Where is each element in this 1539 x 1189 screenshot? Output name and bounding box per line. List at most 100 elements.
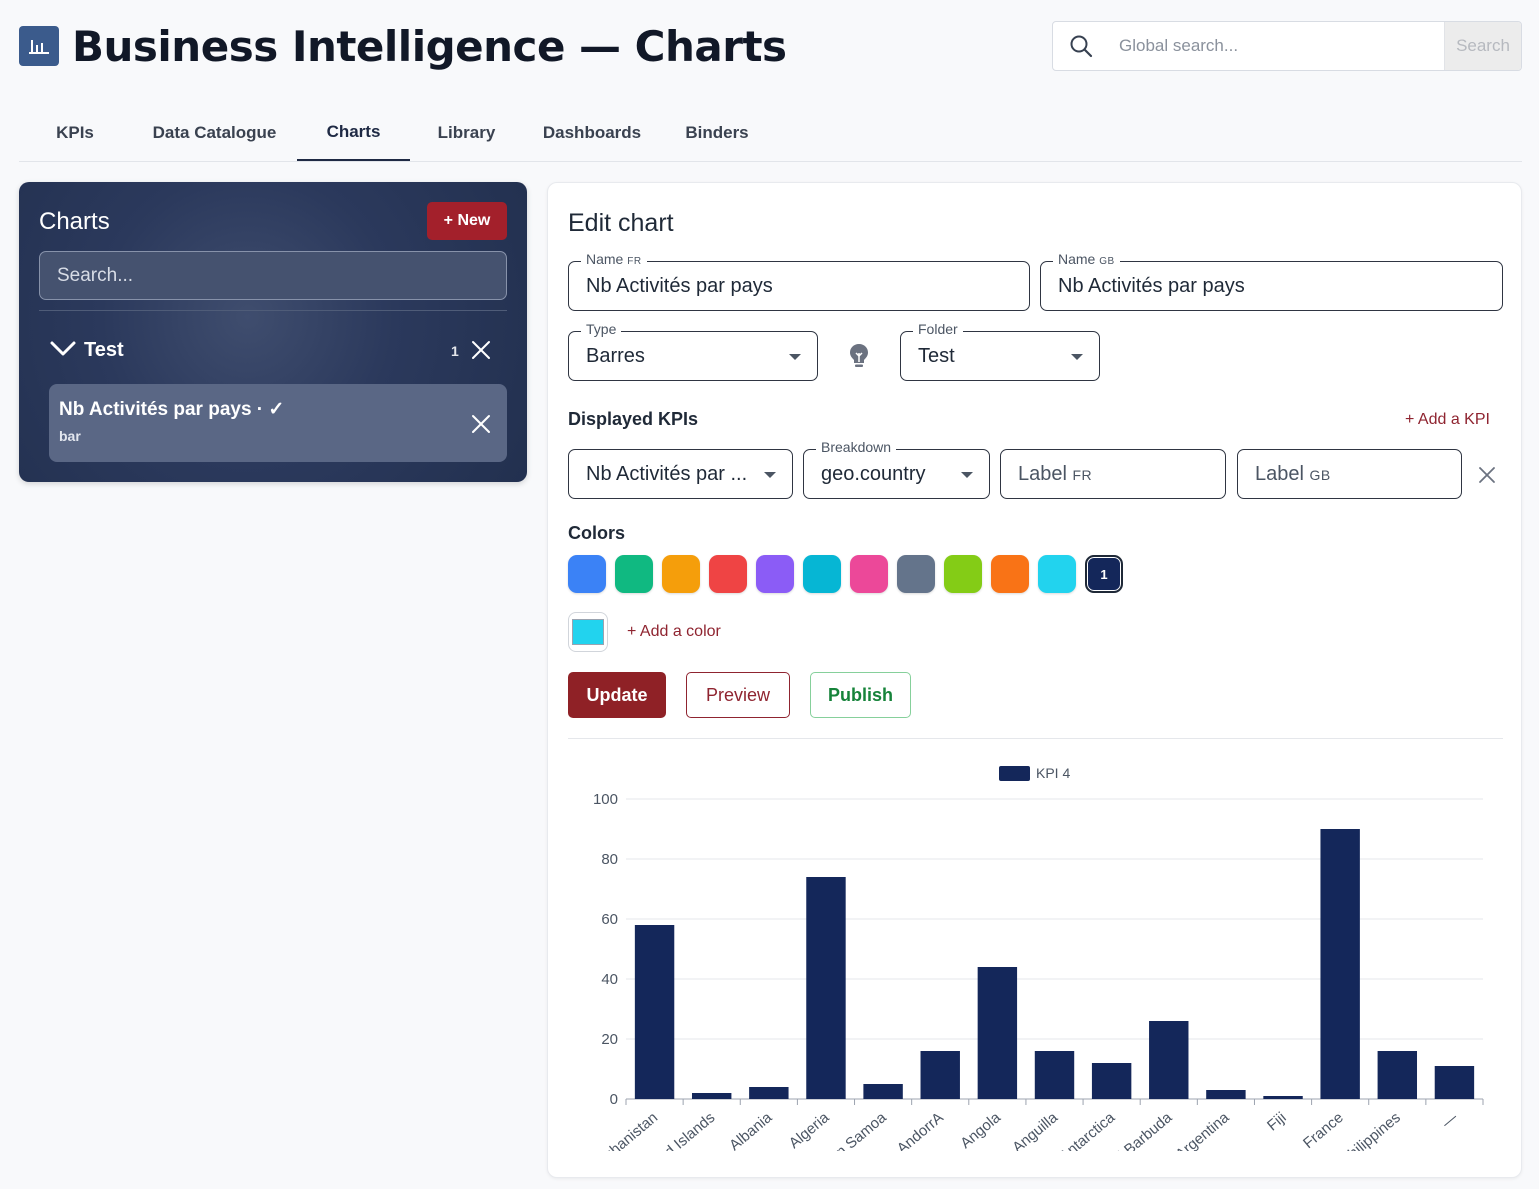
chart-item-title: Nb Activités par pays · ✓ [59, 399, 285, 420]
color-swatch[interactable] [944, 555, 982, 593]
folder-value: Test [918, 345, 955, 367]
bar [1149, 1021, 1189, 1099]
x-tick-label: Albania [726, 1109, 776, 1155]
label-fr-input[interactable]: Label FR [1000, 449, 1226, 499]
lightbulb-icon[interactable] [847, 342, 871, 370]
kpi-select[interactable]: Nb Activités par ... [568, 449, 793, 499]
name-gb-value: Nb Activités par pays [1058, 275, 1245, 297]
chart-item-type: bar [59, 428, 81, 444]
dropdown-arrow-icon [961, 472, 973, 478]
type-select[interactable]: Type Barres [568, 321, 818, 381]
color-swatch[interactable] [897, 555, 935, 593]
dropdown-arrow-icon [789, 354, 801, 360]
close-icon[interactable] [471, 340, 491, 360]
folder-select[interactable]: Folder Test [900, 321, 1100, 381]
x-tick-label: Angola [957, 1109, 1004, 1152]
bar [806, 877, 846, 1099]
y-tick-label: 20 [601, 1031, 618, 1048]
breakdown-label: Breakdown [816, 439, 897, 455]
publish-button[interactable]: Publish [810, 672, 911, 718]
color-swatch[interactable]: 1 [1085, 555, 1123, 593]
color-swatch[interactable] [850, 555, 888, 593]
name-gb-field[interactable]: Name GB Nb Activités par pays [1040, 251, 1503, 311]
sidebar-search-input[interactable] [39, 251, 507, 300]
global-search-button[interactable]: Search [1444, 22, 1521, 70]
app-logo [19, 26, 59, 66]
tab-data-catalogue[interactable]: Data Catalogue [152, 122, 277, 142]
x-tick-label: France [1300, 1109, 1347, 1152]
search-icon [1053, 22, 1109, 70]
dropdown-arrow-icon [764, 472, 776, 478]
tab-binders[interactable]: Binders [685, 122, 749, 142]
new-chart-button[interactable]: + New [427, 202, 507, 240]
name-fr-field[interactable]: Name FR Nb Activités par pays [568, 251, 1030, 311]
page-title: Business Intelligence — Charts [72, 22, 787, 71]
y-tick-label: 100 [593, 791, 618, 808]
x-tick-label: — [1439, 1109, 1461, 1132]
kpi-select-value: Nb Activités par ... [586, 463, 748, 485]
color-swatch[interactable] [991, 555, 1029, 593]
x-tick-label: Anguilla [1009, 1109, 1061, 1157]
color-swatch[interactable] [568, 555, 606, 593]
bar [977, 967, 1018, 1099]
add-kpi-link[interactable]: + Add a KPI [1405, 411, 1490, 428]
chevron-down-icon[interactable] [49, 340, 77, 358]
x-tick-label: Fiji [1264, 1109, 1290, 1134]
global-search-input[interactable] [1109, 22, 1444, 70]
x-tick-label: Philippines [1337, 1109, 1404, 1169]
bar [749, 1087, 789, 1099]
color-swatch[interactable] [756, 555, 794, 593]
tab-charts[interactable]: Charts [297, 104, 410, 161]
color-swatch[interactable] [709, 555, 747, 593]
sidebar-divider [39, 310, 507, 311]
label-gb-placeholder: Label GB [1255, 463, 1331, 485]
y-tick-label: 40 [601, 971, 618, 988]
add-color-link[interactable]: + Add a color [627, 623, 721, 640]
bar [1434, 1066, 1475, 1099]
tab-library[interactable]: Library [437, 122, 496, 142]
legend-label: KPI 4 [1036, 765, 1070, 781]
label-gb-input[interactable]: Label GB [1237, 449, 1462, 499]
tab-kpis[interactable]: KPIs [56, 122, 94, 142]
label-fr-placeholder: Label FR [1018, 463, 1093, 485]
custom-color-picker[interactable] [568, 612, 608, 652]
x-tick-label: Algeria [786, 1109, 833, 1152]
section-divider [568, 738, 1503, 739]
tab-dashboards[interactable]: Dashboards [542, 122, 642, 142]
displayed-kpis-label: Displayed KPIs [568, 409, 699, 429]
y-tick-label: 80 [601, 851, 618, 868]
bar [1320, 829, 1360, 1099]
y-tick-label: 0 [610, 1091, 618, 1108]
update-button[interactable]: Update [568, 672, 666, 718]
color-swatch[interactable] [1038, 555, 1076, 593]
custom-color-swatch [572, 619, 604, 645]
folder-label: Folder [913, 321, 963, 337]
preview-button[interactable]: Preview [686, 672, 790, 718]
chart-list-item[interactable]: Nb Activités par pays · ✓ bar [49, 384, 507, 462]
type-value: Barres [586, 345, 645, 367]
bar-chart-icon [29, 40, 49, 54]
colors-label: Colors [568, 523, 626, 543]
x-tick-label: AndorrA [894, 1109, 947, 1157]
breakdown-select[interactable]: Breakdown geo.country [803, 439, 990, 499]
bar [1091, 1063, 1132, 1099]
color-swatch[interactable] [615, 555, 653, 593]
name-fr-value: Nb Activités par pays [586, 275, 773, 297]
folder-row[interactable]: Test 1 [49, 334, 509, 368]
type-label: Type [581, 321, 622, 337]
swatch-order-badge: 1 [1100, 566, 1108, 582]
y-tick-label: 60 [601, 911, 618, 928]
bar [1377, 1051, 1418, 1099]
bar [1034, 1051, 1075, 1099]
sidebar-title: Charts [39, 208, 110, 235]
x-tick-label: Argentina [1172, 1109, 1233, 1164]
remove-kpi-icon[interactable] [1477, 465, 1497, 485]
color-swatch[interactable] [803, 555, 841, 593]
bar [1206, 1090, 1246, 1099]
bar [863, 1084, 903, 1099]
bar [1263, 1096, 1303, 1099]
color-swatch[interactable] [662, 555, 700, 593]
close-icon[interactable] [471, 414, 491, 434]
